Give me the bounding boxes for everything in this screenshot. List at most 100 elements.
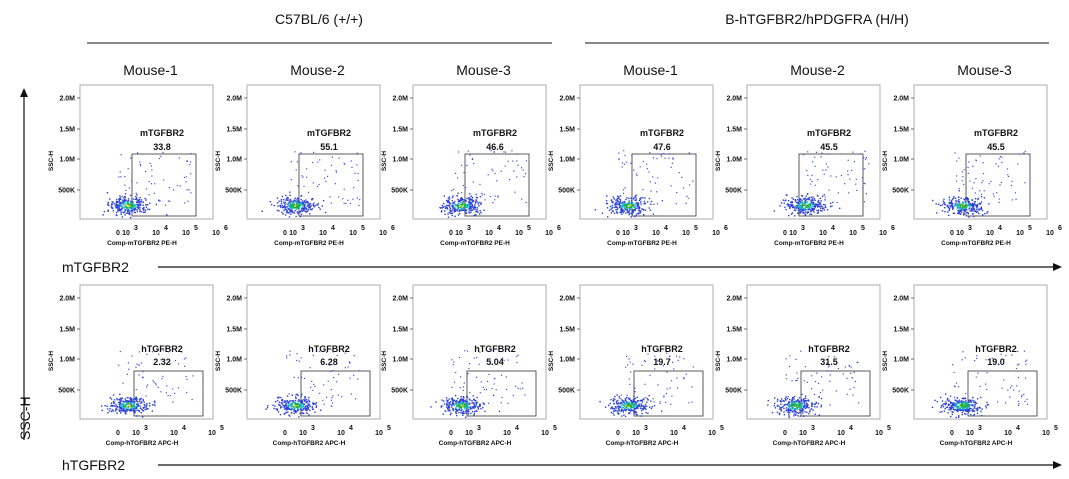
x-tick-exponent: 3 — [311, 425, 315, 432]
x-tick-exponent: 3 — [978, 425, 982, 432]
x-tick-exponent: 4 — [849, 425, 853, 432]
x-tick-label: 0 — [449, 430, 453, 437]
gate-name: mTGFBR2 — [473, 128, 517, 138]
row-label-top: mTGFBR2 — [62, 259, 129, 275]
x-tick-label: 10 — [1042, 430, 1050, 437]
event-dots — [773, 150, 870, 217]
x-tick-exponent: 5 — [1028, 225, 1032, 232]
panel-hTGFBR2-5: 500K 1.0M 1.5M 2.0M SSC-H 0 10 3 10 4 10 5 Comp-hTGF… — [715, 284, 891, 447]
gate-percent: 5.04 — [486, 357, 504, 367]
y-tick-label: 1.0M — [726, 357, 742, 364]
y-axis-title: SSC-H — [215, 151, 222, 172]
x-tick-exponent: 4 — [349, 425, 353, 432]
x-tick-label: 0 — [950, 230, 954, 237]
y-tick-label: 1.0M — [59, 157, 75, 164]
gate-percent: 19.0 — [987, 357, 1005, 367]
y-axis-title: SSC-H — [882, 151, 889, 172]
gate-percent: 46.6 — [486, 142, 504, 152]
y-tick-label: 1.5M — [226, 327, 242, 334]
y-tick-label: 1.5M — [59, 327, 75, 334]
plot-frame — [79, 84, 214, 220]
x-tick-exponent: 3 — [968, 225, 972, 232]
x-tick-label: 10 — [986, 230, 994, 237]
panel-hTGFBR2-2: 500K 1.0M 1.5M 2.0M SSC-H 0 10 3 10 4 10 5 Comp-hTGF… — [215, 284, 391, 447]
gate-percent: 19.7 — [653, 357, 671, 367]
gate-name: hTGFBR2 — [308, 344, 350, 354]
gate-percent: 31.5 — [820, 357, 838, 367]
plot-frame — [246, 284, 381, 420]
gate-percent: 33.8 — [153, 142, 171, 152]
y-tick-label: 2.0M — [726, 96, 742, 103]
x-tick-label: 10 — [503, 430, 511, 437]
x-tick-label: 10 — [122, 230, 130, 237]
x-tick-label: 10 — [379, 230, 387, 237]
mouse-labels: Mouse-1 Mouse-2 Mouse-3 Mouse-1 Mouse-2 Mouse… — [123, 62, 1012, 78]
x-tick-label: 10 — [670, 430, 678, 437]
x-axis-title: Comp-mTGFBR2 PE-H — [941, 240, 1011, 247]
x-axis-title: Comp-mTGFBR2 PE-H — [274, 240, 344, 247]
y-tick-label: 500K — [391, 188, 408, 195]
x-tick-label: 10 — [465, 430, 473, 437]
x-tick-label: 10 — [515, 230, 523, 237]
row-arrow-top-head — [1053, 263, 1062, 271]
gate-name: hTGFBR2 — [474, 344, 516, 354]
x-tick-label: 0 — [616, 430, 620, 437]
gate-box — [131, 153, 197, 217]
y-tick-label: 2.0M — [226, 96, 242, 103]
y-tick-label: 1.5M — [59, 127, 75, 134]
x-tick-label: 10 — [375, 430, 383, 437]
x-tick-exponent: 3 — [801, 225, 805, 232]
y-tick-label: 1.5M — [893, 327, 909, 334]
x-axis-title: Comp-hTGFBR2 APC-H — [773, 440, 846, 447]
x-tick-exponent: 5 — [861, 225, 865, 232]
panel-hTGFBR2-4: 500K 1.0M 1.5M 2.0M SSC-H 0 10 3 10 4 10 5 Comp-hTGF… — [548, 284, 724, 447]
y-axis-title: SSC-H — [548, 151, 555, 172]
y-tick-label: 500K — [391, 388, 408, 395]
y-axis-title: SSC-H — [715, 151, 722, 172]
x-tick-exponent: 5 — [887, 425, 891, 432]
x-axis-title: Comp-mTGFBR2 PE-H — [440, 240, 510, 247]
x-tick-exponent: 6 — [1058, 225, 1062, 232]
x-tick-label: 10 — [541, 430, 549, 437]
y-axis-title: SSC-H — [548, 351, 555, 372]
x-tick-label: 10 — [1016, 230, 1024, 237]
y-tick-label: 2.0M — [59, 96, 75, 103]
x-tick-exponent: 3 — [144, 425, 148, 432]
plot-frame — [913, 284, 1048, 420]
y-tick-label: 500K — [892, 388, 909, 395]
y-axis-title: SSC-H — [882, 351, 889, 372]
x-tick-label: 10 — [337, 430, 345, 437]
event-dots — [430, 350, 526, 418]
x-tick-label: 10 — [132, 430, 140, 437]
x-tick-label: 0 — [616, 230, 620, 237]
gate-name: hTGFBR2 — [141, 344, 183, 354]
gate-percent: 55.1 — [320, 142, 338, 152]
x-tick-exponent: 3 — [134, 225, 138, 232]
y-tick-label: 500K — [725, 188, 742, 195]
y-tick-label: 1.5M — [726, 327, 742, 334]
x-axis-title: Comp-hTGFBR2 APC-H — [606, 440, 679, 447]
x-tick-exponent: 5 — [361, 225, 365, 232]
x-tick-label: 10 — [708, 430, 716, 437]
y-tick-label: 2.0M — [893, 296, 909, 303]
y-axis-title: SSC-H — [715, 351, 722, 372]
x-tick-label: 10 — [1004, 430, 1012, 437]
gate-box — [800, 370, 871, 417]
gate-name: hTGFBR2 — [641, 344, 683, 354]
y-tick-label: 1.0M — [226, 357, 242, 364]
x-tick-label: 10 — [956, 230, 964, 237]
y-axis-title: SSC-H — [381, 351, 388, 372]
x-tick-label: 10 — [712, 230, 720, 237]
x-axis-title: Comp-mTGFBR2 PE-H — [607, 240, 677, 247]
y-tick-label: 1.5M — [392, 127, 408, 134]
y-tick-label: 1.0M — [559, 157, 575, 164]
gate-box — [965, 153, 1031, 217]
x-tick-exponent: 5 — [387, 425, 391, 432]
x-axis-title: Comp-hTGFBR2 APC-H — [106, 440, 179, 447]
gate-percent: 47.6 — [653, 142, 671, 152]
x-tick-exponent: 4 — [497, 225, 501, 232]
y-tick-label: 500K — [725, 388, 742, 395]
y-tick-label: 1.0M — [559, 357, 575, 364]
plot-frame — [579, 84, 714, 220]
